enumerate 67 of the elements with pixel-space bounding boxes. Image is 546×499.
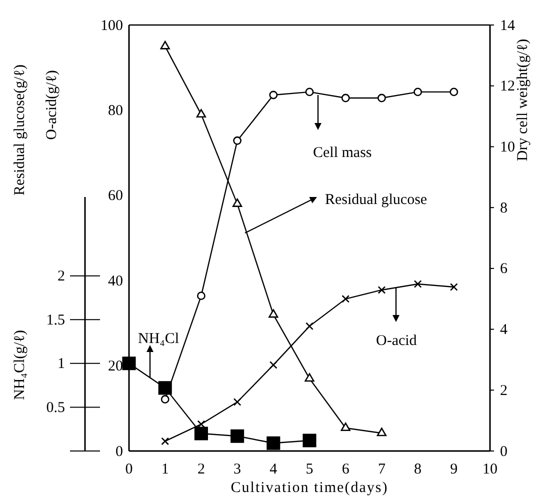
point: [161, 437, 170, 446]
y-tick-label: 80: [108, 103, 123, 119]
y2-tick-label: 4: [500, 322, 508, 338]
x-tick-label: 5: [306, 462, 314, 478]
y-axis-title: Residual glucose(g/ℓ) O-acid(g/ℓ): [12, 64, 60, 196]
y2-tick-label: 12: [500, 78, 515, 95]
y2-tick-label: 6: [500, 261, 508, 278]
y3-tick-label: 1: [58, 356, 65, 372]
y-tick-label: 60: [108, 188, 123, 204]
y2-axis-title: Dry cell weight(g/ℓ): [515, 38, 531, 162]
point: [306, 322, 314, 330]
point: [340, 422, 350, 432]
y3-tick-label: 1.5: [46, 312, 65, 328]
y2-tick-label: 14: [500, 18, 516, 34]
point: [122, 356, 136, 370]
point: [233, 398, 242, 406]
point: [233, 136, 242, 145]
y-tick-label: 40: [108, 273, 123, 290]
point: [342, 294, 350, 303]
x-tick-label: 7: [378, 462, 386, 478]
point: [269, 361, 278, 369]
x-tick-label: 9: [450, 462, 458, 478]
point: [377, 94, 386, 102]
point: [230, 429, 244, 443]
point: [450, 88, 458, 96]
point: [341, 94, 350, 102]
point: [378, 286, 386, 294]
point: [302, 434, 316, 448]
x-tick-label: 10: [482, 462, 498, 478]
point: [450, 283, 458, 291]
point: [160, 40, 170, 50]
y2-tick-label: 2: [500, 382, 508, 399]
y3-tick-label: 0.5: [46, 400, 65, 416]
x-tick-label: 1: [161, 462, 169, 478]
point: [376, 428, 387, 436]
point: [196, 109, 206, 118]
x-axis-title: Cultivation time(days): [230, 480, 388, 496]
point: [158, 381, 172, 395]
point: [269, 90, 278, 100]
point: [268, 309, 278, 318]
point: [414, 280, 422, 288]
annotation: Cell mass: [313, 145, 372, 161]
x-tick-label: 6: [342, 462, 350, 478]
point: [266, 436, 280, 450]
point: [232, 198, 242, 207]
y2-tick-label: 0: [500, 444, 508, 460]
annotation: Residual glucose: [325, 192, 428, 208]
x-tick-label: 3: [234, 462, 242, 478]
x-tick-label: 0: [125, 462, 133, 478]
x-tick-label: 8: [414, 462, 422, 478]
point: [414, 88, 422, 96]
point: [304, 373, 314, 382]
annotation: O-acid: [376, 333, 418, 349]
y-tick-label: 20: [108, 358, 123, 375]
point: [305, 88, 314, 96]
point: [160, 395, 170, 404]
y3-axis-title: NH₄Cl(g/ℓ): [12, 330, 28, 400]
y2-tick-label: 8: [500, 200, 508, 216]
x-tick-label: 2: [197, 462, 205, 478]
annotation: NH₄Cl: [138, 331, 180, 347]
y3-tick-label: 2: [58, 268, 65, 285]
y-tick-label: 0: [116, 444, 123, 460]
y2-tick-label: 10: [500, 140, 515, 156]
x-tick-label: 4: [270, 462, 278, 478]
point: [196, 292, 206, 300]
y-tick-label: 100: [100, 18, 123, 34]
point: [194, 426, 208, 440]
